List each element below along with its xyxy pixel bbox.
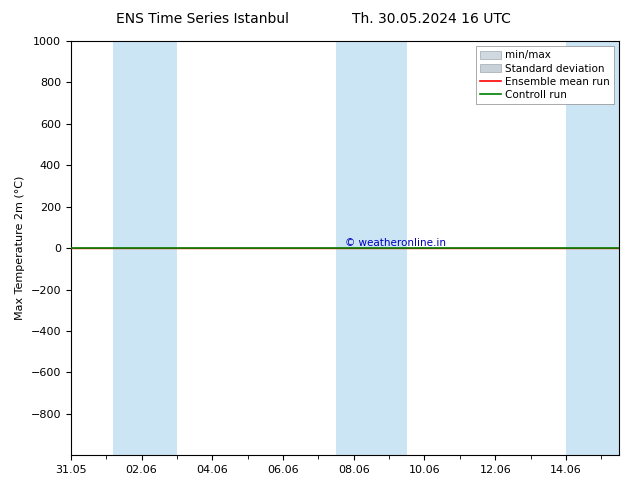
Bar bbox=[113, 41, 177, 455]
Y-axis label: Max Temperature 2m (°C): Max Temperature 2m (°C) bbox=[15, 176, 25, 320]
Text: Th. 30.05.2024 16 UTC: Th. 30.05.2024 16 UTC bbox=[352, 12, 510, 26]
Bar bbox=[566, 41, 619, 455]
Legend: min/max, Standard deviation, Ensemble mean run, Controll run: min/max, Standard deviation, Ensemble me… bbox=[476, 46, 614, 104]
Text: © weatheronline.in: © weatheronline.in bbox=[345, 238, 446, 248]
Bar bbox=[336, 41, 407, 455]
Text: ENS Time Series Istanbul: ENS Time Series Istanbul bbox=[117, 12, 289, 26]
